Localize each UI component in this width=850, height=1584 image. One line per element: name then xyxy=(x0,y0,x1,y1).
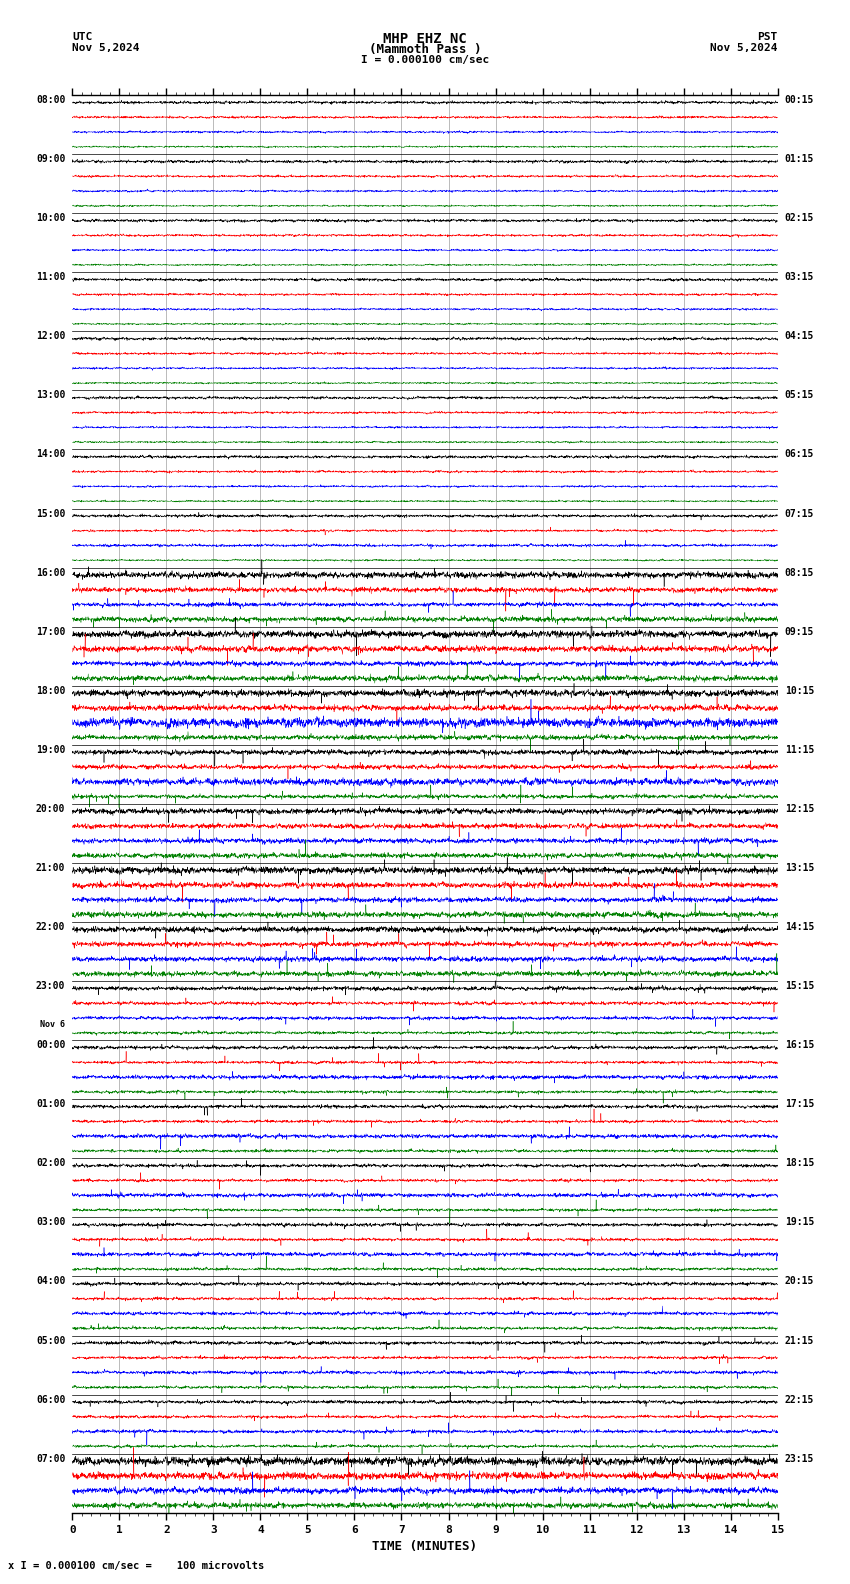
Text: 10:00: 10:00 xyxy=(36,214,65,223)
Text: 00:15: 00:15 xyxy=(785,95,814,105)
Text: 07:15: 07:15 xyxy=(785,508,814,518)
Text: 18:15: 18:15 xyxy=(785,1158,814,1169)
Text: 21:00: 21:00 xyxy=(36,863,65,873)
Text: 06:00: 06:00 xyxy=(36,1394,65,1405)
Text: 03:00: 03:00 xyxy=(36,1218,65,1228)
Text: 09:00: 09:00 xyxy=(36,154,65,165)
Text: 04:00: 04:00 xyxy=(36,1277,65,1286)
Text: (Mammoth Pass ): (Mammoth Pass ) xyxy=(369,43,481,55)
Text: 01:00: 01:00 xyxy=(36,1099,65,1109)
Text: 00:00: 00:00 xyxy=(36,1041,65,1050)
Text: 12:15: 12:15 xyxy=(785,803,814,814)
Text: 09:15: 09:15 xyxy=(785,627,814,637)
Text: 15:00: 15:00 xyxy=(36,508,65,518)
Text: I = 0.000100 cm/sec: I = 0.000100 cm/sec xyxy=(361,55,489,65)
Text: 11:15: 11:15 xyxy=(785,744,814,756)
Text: 12:00: 12:00 xyxy=(36,331,65,341)
Text: 19:00: 19:00 xyxy=(36,744,65,756)
Text: 06:15: 06:15 xyxy=(785,450,814,459)
Text: 20:00: 20:00 xyxy=(36,803,65,814)
Text: 13:15: 13:15 xyxy=(785,863,814,873)
Text: 22:00: 22:00 xyxy=(36,922,65,931)
Text: 04:15: 04:15 xyxy=(785,331,814,341)
Text: 10:15: 10:15 xyxy=(785,686,814,695)
Text: UTC: UTC xyxy=(72,32,93,41)
Text: 17:15: 17:15 xyxy=(785,1099,814,1109)
Text: 01:15: 01:15 xyxy=(785,154,814,165)
Text: 07:00: 07:00 xyxy=(36,1454,65,1464)
Text: 02:15: 02:15 xyxy=(785,214,814,223)
Text: 16:00: 16:00 xyxy=(36,567,65,578)
Text: 22:15: 22:15 xyxy=(785,1394,814,1405)
Text: MHP EHZ NC: MHP EHZ NC xyxy=(383,32,467,46)
Text: PST: PST xyxy=(757,32,778,41)
Text: Nov 5,2024: Nov 5,2024 xyxy=(72,43,139,52)
Text: 16:15: 16:15 xyxy=(785,1041,814,1050)
Text: 19:15: 19:15 xyxy=(785,1218,814,1228)
Text: 08:00: 08:00 xyxy=(36,95,65,105)
Text: 13:00: 13:00 xyxy=(36,390,65,401)
Text: 23:15: 23:15 xyxy=(785,1454,814,1464)
Text: 02:00: 02:00 xyxy=(36,1158,65,1169)
Text: 08:15: 08:15 xyxy=(785,567,814,578)
Text: 03:15: 03:15 xyxy=(785,272,814,282)
Text: x I = 0.000100 cm/sec =    100 microvolts: x I = 0.000100 cm/sec = 100 microvolts xyxy=(8,1562,264,1571)
Text: 14:15: 14:15 xyxy=(785,922,814,931)
Text: 05:15: 05:15 xyxy=(785,390,814,401)
Text: Nov 5,2024: Nov 5,2024 xyxy=(711,43,778,52)
Text: 15:15: 15:15 xyxy=(785,980,814,992)
Text: 23:00: 23:00 xyxy=(36,980,65,992)
X-axis label: TIME (MINUTES): TIME (MINUTES) xyxy=(372,1540,478,1552)
Text: 21:15: 21:15 xyxy=(785,1335,814,1345)
Text: Nov 6: Nov 6 xyxy=(40,1020,65,1030)
Text: 11:00: 11:00 xyxy=(36,272,65,282)
Text: 20:15: 20:15 xyxy=(785,1277,814,1286)
Text: 14:00: 14:00 xyxy=(36,450,65,459)
Text: 05:00: 05:00 xyxy=(36,1335,65,1345)
Text: 18:00: 18:00 xyxy=(36,686,65,695)
Text: 17:00: 17:00 xyxy=(36,627,65,637)
